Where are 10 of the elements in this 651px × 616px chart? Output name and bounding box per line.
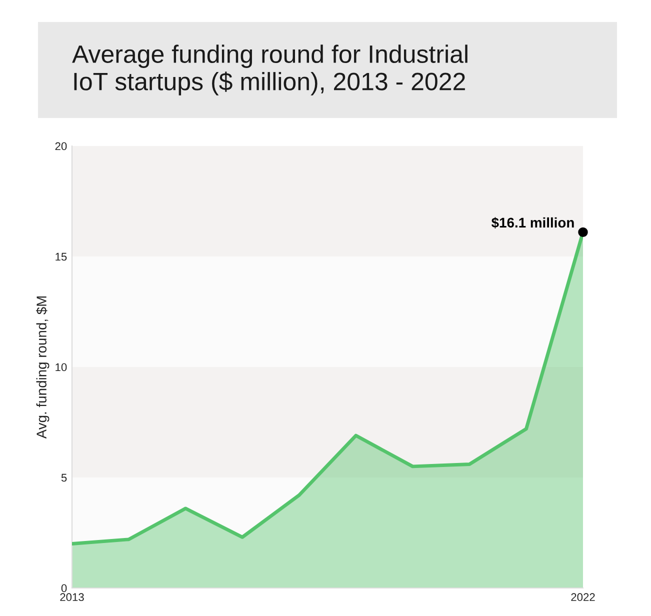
x-tick-label: 2022 bbox=[571, 593, 595, 602]
chart-title: Average funding round for Industrial IoT startups ($ million), 2013 - 2022 bbox=[72, 44, 468, 96]
y-tick-label: 0 bbox=[61, 584, 67, 592]
y-tick-label: 20 bbox=[55, 142, 67, 150]
y-axis-title: Avg. funding round, $M bbox=[36, 296, 50, 439]
y-tick-label: 5 bbox=[61, 474, 67, 482]
x-tick-label: 2013 bbox=[60, 593, 84, 602]
annotation: $16.1 million bbox=[491, 217, 574, 228]
y-tick-label: 10 bbox=[56, 363, 67, 372]
y-tick-label: 15 bbox=[56, 252, 67, 261]
